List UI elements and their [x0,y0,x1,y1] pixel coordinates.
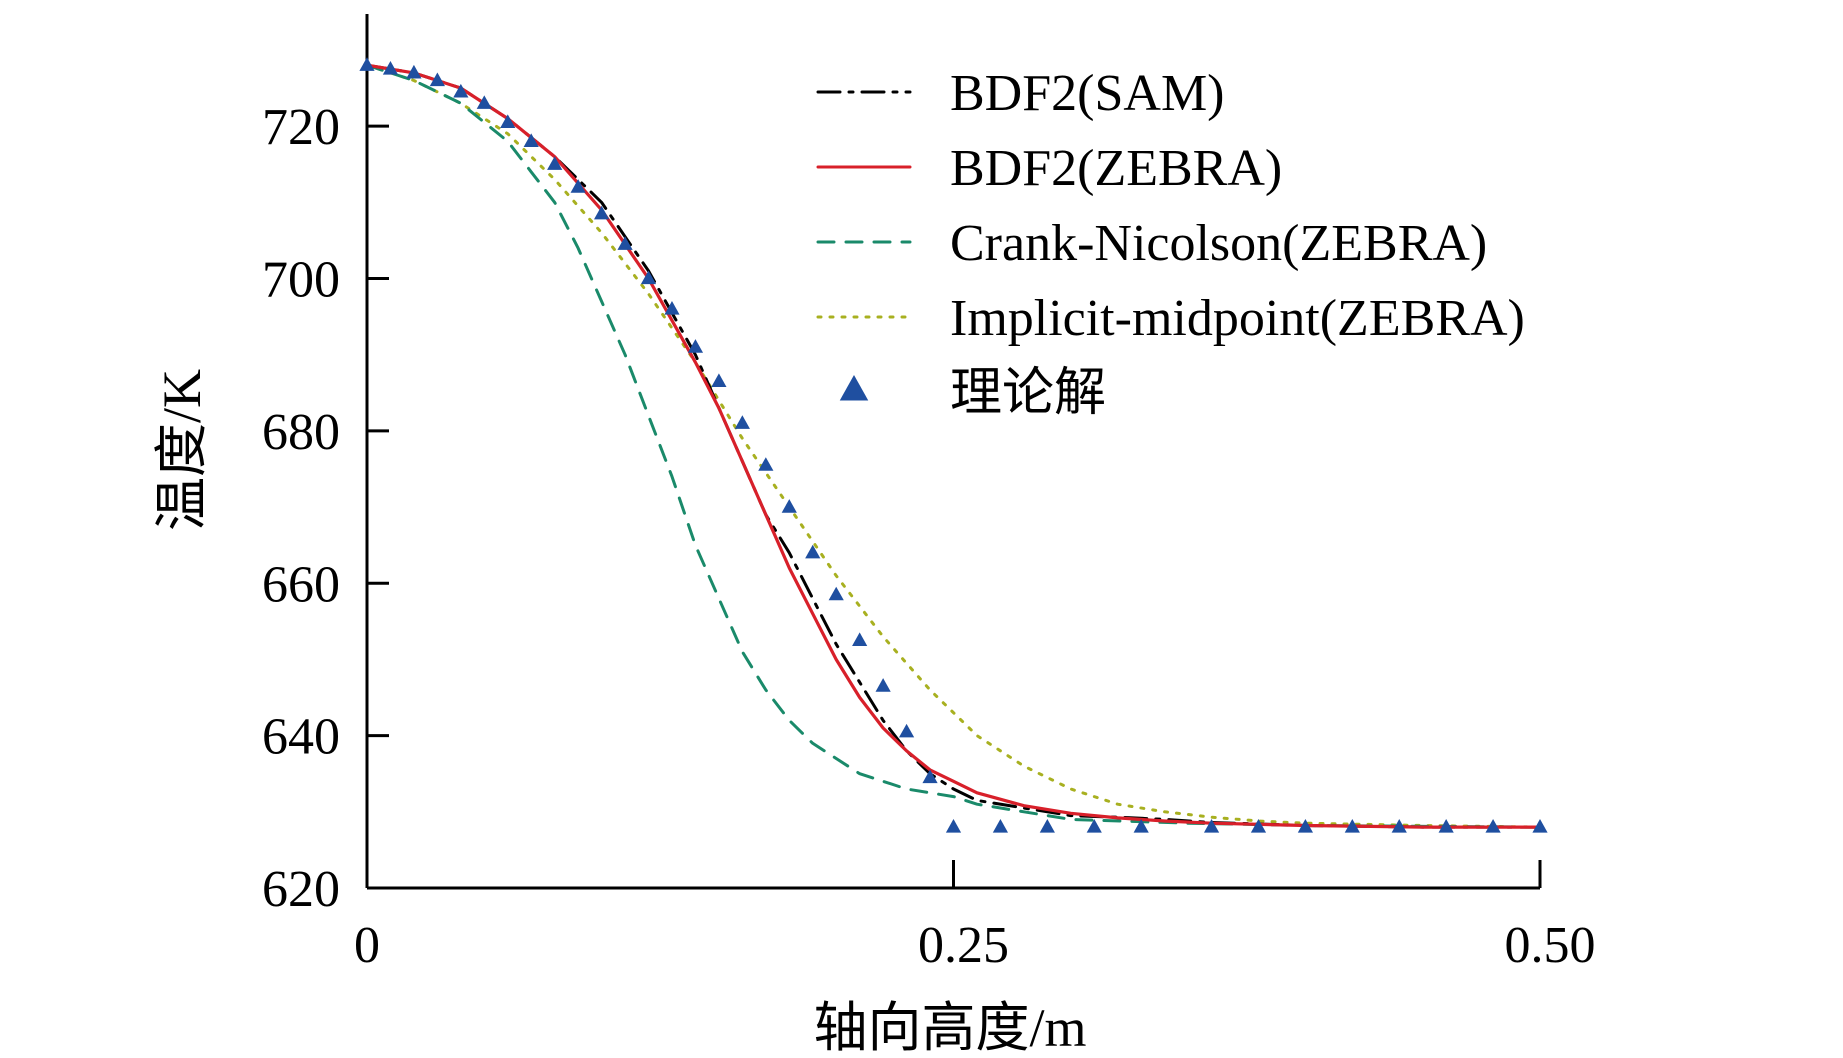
data-point [734,415,750,429]
legend-label: BDF2(ZEBRA) [950,140,1282,197]
data-point [758,457,774,471]
data-point [640,270,657,285]
data-point [500,114,516,128]
data-point [1039,819,1055,833]
data-point [805,544,821,559]
data-point [429,72,445,87]
data-point [711,373,727,387]
data-point [828,586,844,601]
data-point [1532,819,1548,833]
y-tick-label: 660 [262,556,340,613]
series-line-4 [365,63,1542,829]
legend-label: 理论解 [950,365,1106,422]
y-tick-label: 720 [262,99,340,156]
data-point [664,301,680,315]
data-point [547,156,563,170]
data-point [406,64,422,79]
data-point [594,205,610,220]
y-tick-label: 640 [262,709,340,766]
data-point [523,133,539,148]
series-theoretical [359,57,1548,833]
data-point [781,499,797,513]
legend-label: BDF2(SAM) [950,65,1225,122]
data-point [875,678,891,692]
y-tick-label: 700 [262,252,340,309]
x-tick-label: 0 [354,917,380,974]
series-layer [359,57,1548,833]
data-point [922,769,938,784]
data-point [945,819,962,833]
data-point [1344,819,1360,833]
data-point [1297,819,1313,833]
data-point [617,236,633,250]
legend-label: Crank-Nicolson(ZEBRA) [950,215,1487,272]
axes: 620 640 660 680 700 720 0 0.25 0.50 [262,14,1596,974]
x-tick-label: 0.25 [918,917,1009,974]
data-point [1438,819,1454,833]
data-point [898,723,915,738]
x-axis-label: 轴向高度/m [813,998,1086,1058]
data-point [687,339,704,353]
y-tick-label: 680 [262,404,340,461]
y-axis-label: 温度/K [152,369,212,531]
y-tick-label: 620 [262,861,340,918]
data-point [1203,819,1220,833]
x-tick-label: 0.50 [1505,917,1596,974]
data-point [476,95,492,109]
data-point [852,632,868,647]
data-point [382,61,399,75]
data-point [1086,819,1102,833]
data-point [1133,819,1149,833]
legend: BDF2(SAM) BDF2(ZEBRA) Crank-Nicolson(ZEBRA… [816,65,1525,422]
data-point [570,179,586,193]
data-point [453,83,469,98]
data-point [1485,819,1501,833]
data-point [992,819,1009,833]
series-line-3 [365,63,1542,829]
data-point [1250,819,1267,833]
data-point [359,57,375,71]
legend-marker [839,375,869,401]
legend-label: Implicit-midpoint(ZEBRA) [950,290,1525,347]
data-point [1391,819,1407,833]
